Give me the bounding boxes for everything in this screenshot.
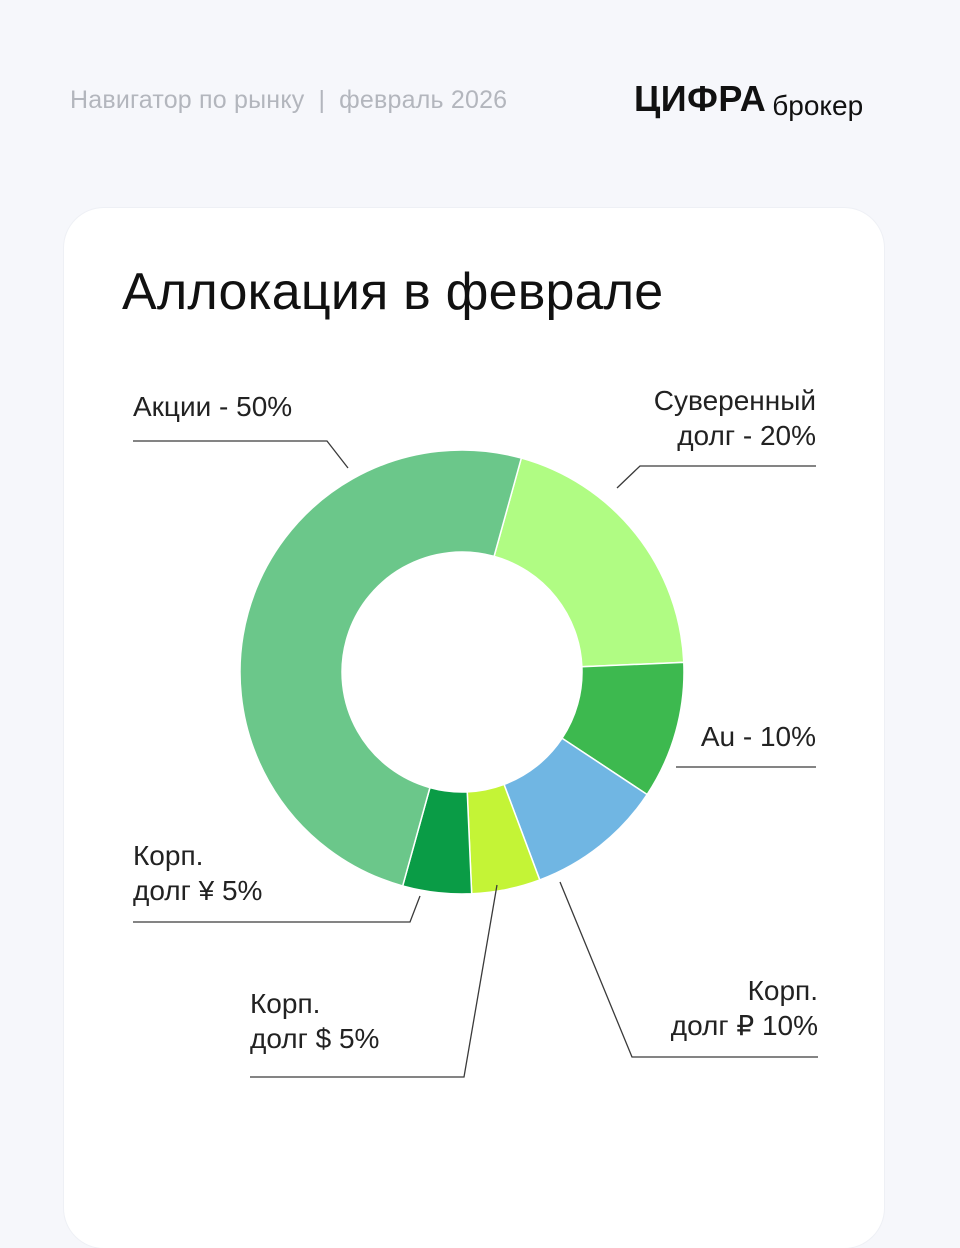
leader-line-корп-долг — [133, 895, 421, 923]
data-label-суверенный-долг: Суверенный долг - 20% — [654, 383, 816, 453]
data-label-корп-долг: Корп. долг $ 5% — [250, 986, 379, 1056]
data-label-line: долг - 20% — [677, 420, 816, 451]
leader-line-акции — [133, 440, 349, 469]
data-label-line: долг ₽ 10% — [670, 1010, 818, 1041]
data-label-line: долг $ 5% — [250, 1023, 380, 1054]
data-label-корп-долг: Корп. долг ¥ 5% — [133, 838, 262, 908]
report-date: февраль 2026 — [339, 86, 508, 114]
data-label-line: долг ¥ 5% — [133, 875, 263, 906]
data-label-корп-долг: Корп. долг ₽ 10% — [671, 973, 818, 1043]
chart-card — [64, 208, 884, 1248]
slice-акции — [239, 449, 523, 887]
report-subtitle: Навигатор по рынку | февраль 2026 — [70, 86, 507, 115]
data-label-line: Корп. — [250, 988, 321, 1019]
data-label-au: Au - 10% — [701, 719, 816, 754]
data-label-line: Суверенный — [653, 385, 816, 416]
slice-суверенный-долг — [493, 457, 685, 668]
data-label-акции: Акции - 50% — [133, 389, 292, 424]
brand-logo: ЦИФРА брокер — [634, 78, 863, 128]
data-label-line: Корп. — [133, 840, 204, 871]
logo-brand-text: ЦИФРА — [634, 78, 767, 119]
logo-sub-text: брокер — [772, 90, 864, 121]
chart-title: Аллокация в феврале — [122, 263, 664, 321]
data-label-line: Корп. — [747, 975, 818, 1006]
donut-chart — [133, 440, 818, 1078]
data-label-line: Акции - 50% — [133, 391, 293, 422]
leader-line-суверенный-долг — [616, 465, 816, 489]
report-series: Навигатор по рынку — [70, 86, 305, 114]
leader-line-корп-долг — [250, 884, 498, 1078]
leader-line-корп-долг — [559, 881, 818, 1058]
subtitle-separator: | — [318, 86, 326, 114]
data-label-line: Au - 10% — [700, 721, 816, 752]
